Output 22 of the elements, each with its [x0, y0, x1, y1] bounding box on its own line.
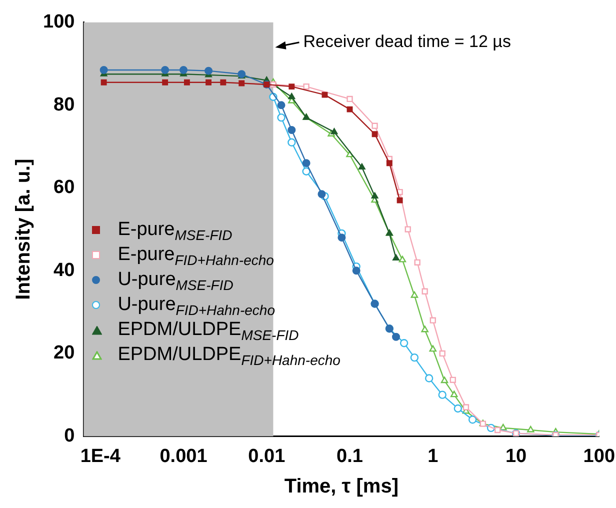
legend-label: E-pure$_{MSE-FID}$ — [118, 219, 232, 244]
x-tick-label: 1E-4 — [80, 446, 121, 467]
x-tick-label: 0.1 — [336, 446, 364, 467]
legend-label: E-pure$_{FID+Hahn-echo}$ — [118, 244, 274, 268]
y-axis-title: Intensity [a. u.] — [12, 158, 35, 300]
y-tick-label: 60 — [54, 177, 75, 198]
legend-label: EPDM/ULDPE$_{FID+Hahn-echo}$ — [118, 344, 340, 368]
legend-label: U-pure$_{MSE-FID}$ — [118, 269, 234, 294]
x-tick-label: 10 — [505, 446, 527, 467]
x-tick-label: 0.01 — [248, 446, 286, 467]
y-tick-label: 40 — [54, 260, 75, 281]
band-label: Receiver dead time = 12 µs — [303, 32, 511, 52]
y-tick-label: 100 — [43, 12, 75, 33]
x-tick-label: 1 — [428, 446, 439, 467]
y-tick-label: 20 — [54, 342, 75, 364]
x-axis-title: Time, τ [ms] — [284, 476, 398, 498]
x-tick-label: 0.001 — [160, 446, 208, 467]
y-tick-label: 0 — [64, 425, 75, 446]
y-tick-label: 80 — [54, 94, 75, 116]
x-tick-label: 100 — [583, 446, 615, 467]
legend-label: EPDM/ULDPE$_{MSE-FID}$ — [118, 319, 299, 344]
legend-label: U-pure$_{FID+Hahn-echo}$ — [118, 294, 275, 318]
